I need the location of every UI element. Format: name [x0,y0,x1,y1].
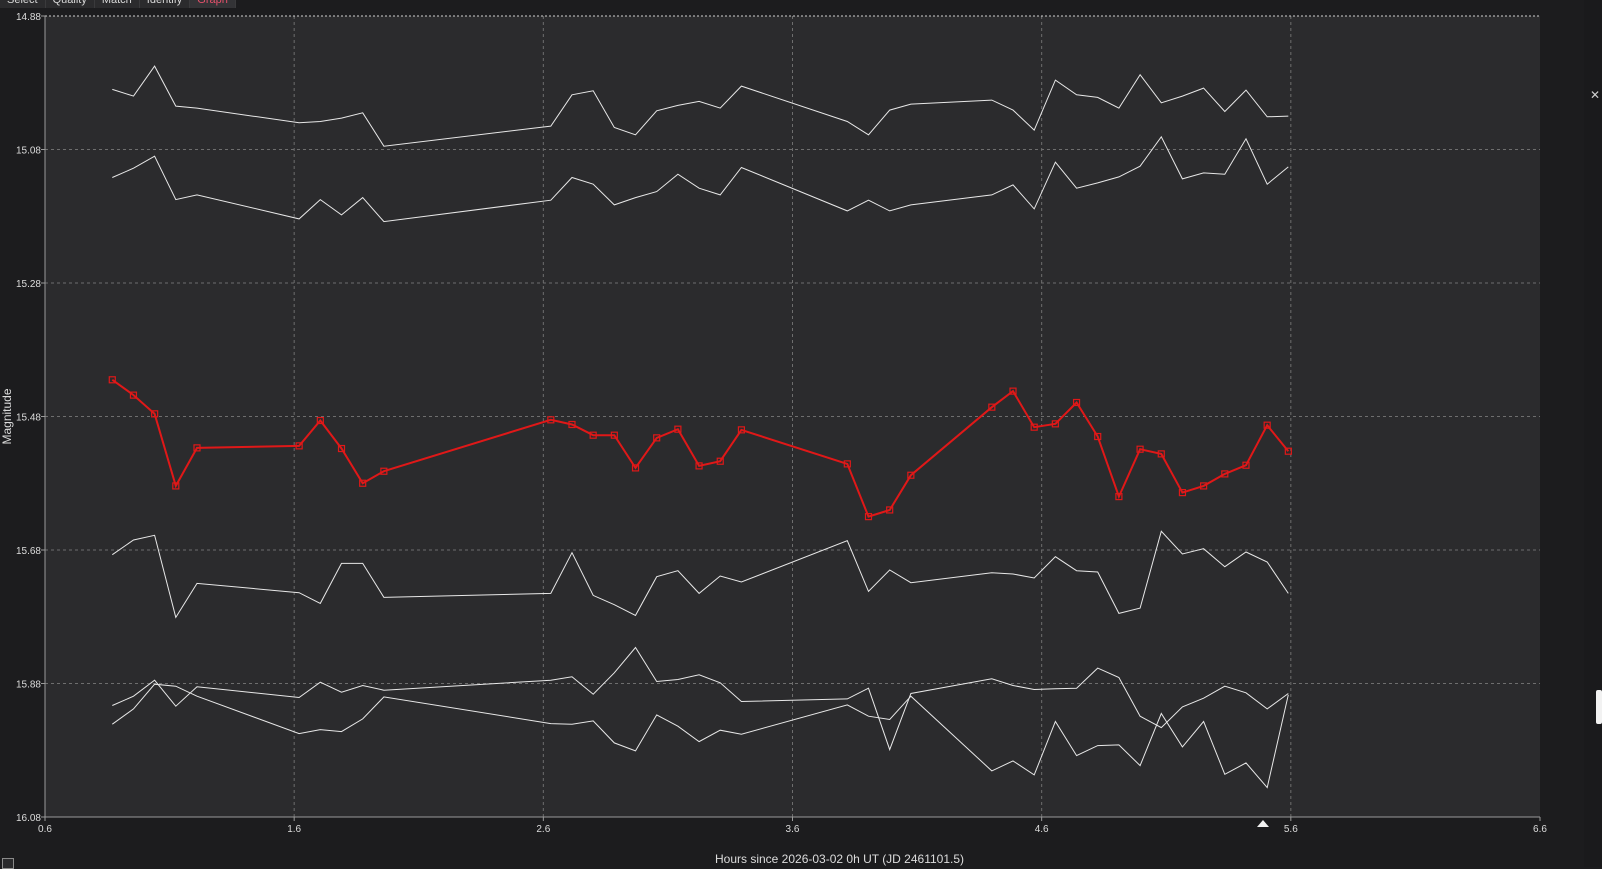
target-point [988,403,996,411]
series-line-comparison-2 [112,135,1289,223]
corner-button[interactable] [2,858,14,869]
y-tick-label: 15.08 [16,146,41,157]
x-tick-label: 4.6 [1035,824,1049,835]
y-tick-label: 15.48 [16,413,41,424]
time-marker-icon[interactable] [1257,820,1269,827]
y-tick-label: 15.28 [16,279,41,290]
target-point [1094,432,1102,441]
target-point [337,444,346,453]
y-tick-label: 14.88 [16,12,41,23]
axes: 0.6 1.6 2.6 3.6 4.6 5.6 6.6 14.88 15.08 15.28 15.4… [16,12,1547,835]
tab-quality[interactable]: Quality [45,0,95,8]
target-point [568,420,576,429]
x-tick-label: 3.6 [786,824,800,835]
x-tick-label: 0.6 [38,824,52,835]
target-point [1072,398,1081,407]
target-point [907,471,915,479]
scrollbar-thumb[interactable] [1596,690,1602,724]
series-line-comparison-5 [112,683,1289,789]
target-point [1284,447,1292,455]
target-point [737,426,746,434]
x-tick-label: 2.6 [536,824,550,835]
y-axis-label: Magnitude [0,388,14,444]
target-point [1030,423,1038,431]
target-point [1242,461,1250,469]
side-panel: ✕ [1584,0,1602,867]
target-point [1263,421,1271,429]
series-layer [108,65,1292,789]
x-tick-label: 5.6 [1284,824,1298,835]
series-line-comparison-3 [112,530,1289,619]
target-point [1157,450,1165,458]
target-point [631,464,640,472]
target-point [547,416,555,424]
target-point [695,462,703,470]
tab-strip: Select Quality Match Identify Graph [0,0,236,8]
target-point [172,482,180,490]
target-point [1115,493,1123,501]
target-point [1178,488,1187,497]
tab-graph[interactable]: Graph [190,0,236,8]
target-point [1009,387,1017,395]
target-point [886,506,894,514]
close-icon[interactable]: ✕ [1589,88,1600,102]
target-point [295,442,303,450]
tab-select[interactable]: Select [0,0,46,8]
target-point [674,425,682,433]
x-tick-label: 1.6 [287,824,301,835]
target-point [108,376,116,384]
target-point [716,457,724,465]
target-point [380,467,388,475]
target-point [864,513,873,521]
target-point [843,460,851,468]
y-tick-label: 15.68 [16,546,41,557]
target-point [653,434,661,442]
target-point [1221,470,1229,478]
target-point [193,444,201,452]
series-line-comparison-1 [112,65,1289,147]
target-point [589,431,597,439]
target-point [610,431,618,439]
target-point [316,416,324,425]
x-tick-label: 6.6 [1533,824,1547,835]
target-point [1200,482,1208,490]
target-point [151,410,159,418]
target-point [1136,445,1144,453]
target-point [1051,420,1059,428]
target-point [129,391,138,399]
y-tick-label: 15.88 [16,680,41,691]
target-point [359,479,367,487]
series-line-target [111,378,1290,518]
series-line-comparison-4 [112,646,1289,752]
y-tick-label: 16.08 [16,813,41,824]
tab-match[interactable]: Match [94,0,140,8]
x-axis-label: Hours since 2026-03-02 0h UT (JD 2461101… [715,852,964,866]
grid [45,16,1540,817]
tab-identify[interactable]: Identify [139,0,191,8]
